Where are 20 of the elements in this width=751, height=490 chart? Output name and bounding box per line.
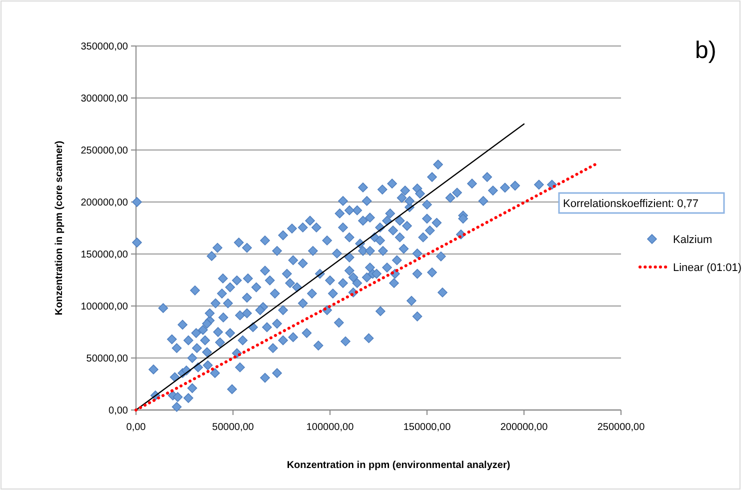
- x-tick-label: 0,00: [126, 422, 146, 433]
- x-tick-label: 200000,00: [500, 422, 548, 433]
- y-tick-label: 150000,00: [80, 250, 128, 260]
- y-axis-title: Konzentration in ppm (core scanner): [54, 140, 65, 316]
- y-tick-label: 350000,00: [80, 42, 128, 52]
- text: b): [695, 37, 716, 64]
- legend-label: Kalzium: [673, 234, 712, 246]
- y-tick-label: 250000,00: [80, 146, 128, 156]
- x-tick-label: 250000,00: [597, 422, 646, 433]
- legend-label: Linear (01:01): [673, 262, 742, 274]
- y-tick-label: 200000,00: [80, 198, 128, 208]
- y-tick-label: 300000,00: [80, 94, 128, 104]
- y-tick-label: 100000,00: [80, 302, 128, 312]
- x-tick-label: 50000,00: [212, 422, 254, 433]
- x-tick-label: 100000,00: [306, 422, 354, 433]
- x-tick-label: 150000,00: [403, 422, 452, 433]
- y-tick-label: 50000,00: [86, 354, 128, 364]
- y-tick-label: 0,00: [108, 406, 128, 416]
- x-axis-title: Konzentration in ppm (environmental analyzer): [286, 460, 510, 471]
- annotation: Korrelationskoeffizient: 0,77: [563, 198, 699, 210]
